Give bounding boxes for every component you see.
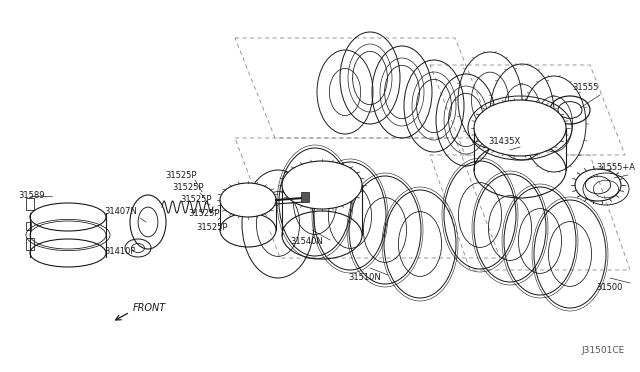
FancyBboxPatch shape [282,185,362,235]
FancyBboxPatch shape [474,128,566,170]
Text: 31510N: 31510N [348,273,381,282]
Ellipse shape [474,100,566,156]
Text: 31525P: 31525P [180,196,211,205]
Text: 31410F: 31410F [104,247,135,257]
Ellipse shape [282,161,362,209]
Text: 31525P: 31525P [172,183,204,192]
Bar [26,238,34,250]
Text: FRONT: FRONT [133,303,166,313]
Text: 31555+A: 31555+A [596,164,635,173]
Bar [26,198,34,210]
Text: 31525P: 31525P [188,209,220,218]
Text: 31540N: 31540N [290,237,323,247]
Text: 31589: 31589 [18,192,45,201]
Text: 31525P: 31525P [165,170,196,180]
Text: J31501CE: J31501CE [582,346,625,355]
Bar [301,192,309,202]
Ellipse shape [220,183,276,217]
Text: 31407N: 31407N [104,208,137,217]
Text: 31500: 31500 [596,283,622,292]
Text: 31525P: 31525P [196,222,227,231]
FancyBboxPatch shape [220,200,276,230]
Text: 31555: 31555 [572,83,598,93]
Bar [26,222,31,230]
Text: 31435X: 31435X [488,138,520,147]
